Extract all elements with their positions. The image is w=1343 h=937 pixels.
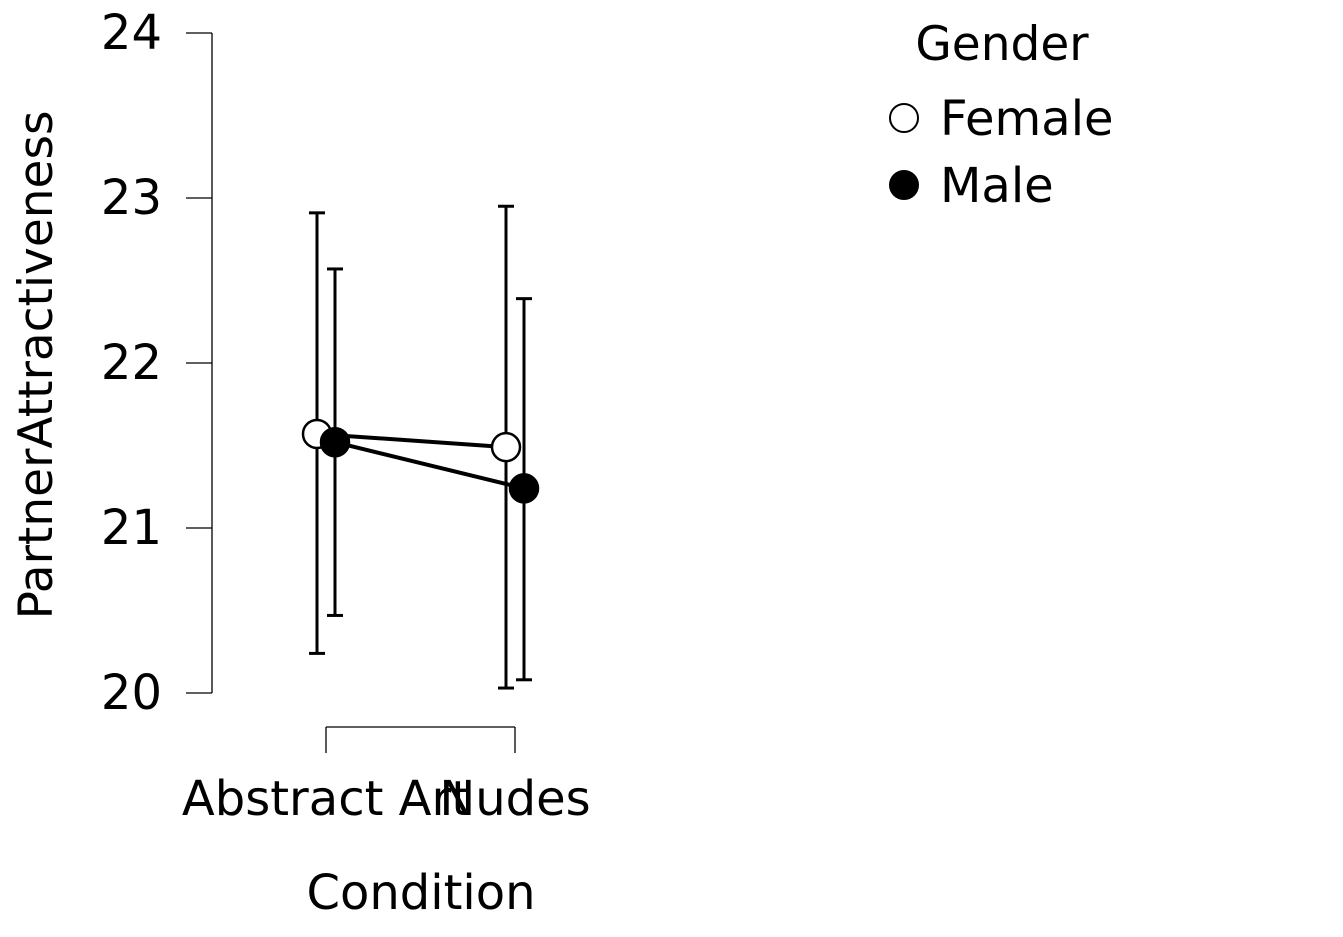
legend-marker-female [889,103,919,133]
y-tick-label: 24 [101,5,162,61]
series-line-male [334,440,525,491]
legend: Gender Female Male [889,17,1114,214]
data-point-male [319,426,351,458]
y-tick-label: 20 [101,665,162,721]
data-point-female [490,431,522,463]
x-tick-label: Nudes [439,771,590,827]
y-tick-label: 21 [101,500,162,556]
y-axis-label: PartnerAttractiveness [9,111,64,620]
legend-label-female: Female [940,91,1114,147]
y-axis: 20 21 22 23 24 [101,5,213,721]
x-axis-label: Condition [306,865,535,921]
data-point-male [508,473,540,504]
legend-title: Gender [915,17,1089,72]
y-tick-label: 22 [101,335,162,391]
plot-area [301,204,540,690]
legend-label-male: Male [940,158,1054,214]
x-tick-label: Abstract Art [182,771,470,827]
legend-marker-male [889,170,919,200]
y-tick-label: 23 [101,170,162,226]
